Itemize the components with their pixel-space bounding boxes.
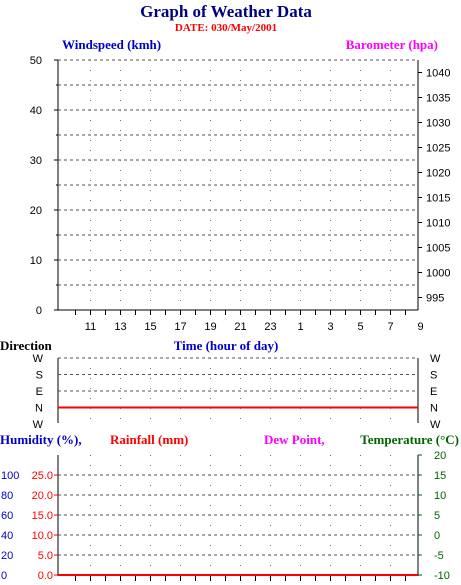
barometer-tick-label: 1005 [426, 243, 450, 255]
humidity-tick-label: 0 [1, 570, 7, 582]
temperature-tick-label: 5 [434, 510, 440, 522]
temperature-tick-label: -5 [434, 550, 444, 562]
humidity-tick-label: 80 [1, 490, 13, 502]
barometer-tick-label: 1010 [426, 218, 450, 230]
temperature-axis-label: Temperature (°C) [360, 432, 459, 447]
time-tick-label: 11 [85, 321, 96, 333]
time-tick-label: 3 [327, 321, 333, 333]
windspeed-tick-label: 30 [30, 155, 42, 167]
direction-left-tick-label: W [33, 419, 44, 431]
direction-left-tick-label: W [33, 353, 44, 365]
barometer-tick-label: 1015 [426, 193, 450, 205]
barometer-tick-label: 1030 [426, 118, 450, 130]
rainfall-axis-label: Rainfall (mm) [110, 432, 188, 447]
windspeed-tick-label: 0 [36, 305, 42, 317]
direction-ticks: W WS SE EN NW W [33, 353, 441, 431]
barometer-tick-label: 1000 [426, 268, 450, 280]
humidity-ticks: 100 80 60 40 20 0 [1, 470, 19, 582]
time-tick-label: 23 [264, 321, 276, 333]
humidity-tick-label: 20 [1, 550, 13, 562]
time-tick-label: 21 [234, 321, 246, 333]
temperature-ticks: 20 15 10 5 0 -5 -10 [418, 450, 450, 582]
windspeed-tick-label: 20 [30, 205, 42, 217]
barometer-axis-label: Barometer (hpa) [346, 37, 438, 52]
direction-right-tick-label: N [430, 403, 438, 415]
barometer-tick-label: 995 [426, 293, 444, 305]
rainfall-ticks: 25.0 20.0 15.0 10.0 5.0 0.0 [32, 470, 58, 582]
rainfall-tick-label: 20.0 [32, 490, 53, 502]
time-tick-label: 19 [204, 321, 216, 333]
time-tick-label: 1 [297, 321, 303, 333]
direction-grid [58, 357, 418, 424]
temperature-tick-label: -10 [434, 570, 450, 582]
dewpoint-axis-label: Dew Point, [264, 432, 325, 447]
time-tick-label: 17 [174, 321, 186, 333]
hum-rain-grid [58, 455, 418, 575]
rainfall-tick-label: 15.0 [32, 510, 53, 522]
barometer-tick-label: 1025 [426, 143, 450, 155]
temperature-tick-label: 20 [434, 450, 446, 462]
time-axis-label: Time (hour of day) [174, 338, 279, 353]
direction-axis-label: Direction [0, 338, 53, 353]
barometer-tick-label: 1040 [426, 68, 450, 80]
windspeed-tick-label: 40 [30, 105, 42, 117]
direction-left-tick-label: E [36, 386, 43, 398]
windspeed-axis-label: Windspeed (kmh) [62, 37, 161, 52]
humidity-tick-label: 60 [1, 510, 13, 522]
time-tick-label: 15 [144, 321, 156, 333]
time-tick-label: 5 [357, 321, 363, 333]
temperature-tick-label: 0 [434, 530, 440, 542]
windspeed-tick-label: 50 [30, 55, 42, 67]
date-label: DATE: 030/May/2001 [175, 22, 277, 34]
time-tick-label: 9 [417, 321, 423, 333]
direction-right-tick-label: W [430, 353, 441, 365]
rainfall-tick-label: 10.0 [32, 530, 53, 542]
direction-left-tick-label: S [36, 370, 43, 382]
humidity-tick-label: 100 [1, 470, 19, 482]
barometer-ticks: 1040 1035 1030 1025 1020 1015 1010 1005 1000 995 [418, 68, 450, 305]
humidity-tick-label: 40 [1, 530, 13, 542]
time-tick-label: 7 [387, 321, 393, 333]
windspeed-tick-label: 10 [30, 255, 42, 267]
rainfall-tick-label: 5.0 [38, 550, 53, 562]
time-ticks: 11 13 15 17 19 21 23 1 3 5 7 9 [75, 310, 424, 333]
windspeed-ticks: 50 40 30 20 10 0 [30, 55, 58, 317]
direction-right-tick-label: E [430, 386, 437, 398]
wind-horizontal-grid [58, 59, 418, 286]
direction-right-tick-label: W [430, 419, 441, 431]
barometer-tick-label: 1020 [426, 168, 450, 180]
time-tick-label: 13 [114, 321, 126, 333]
temperature-tick-label: 10 [434, 490, 446, 502]
direction-right-tick-label: S [430, 370, 437, 382]
rainfall-tick-label: 0.0 [38, 570, 53, 582]
humidity-axis-label: Humidity (%), [0, 432, 82, 447]
rainfall-tick-label: 25.0 [32, 470, 53, 482]
graph-title: Graph of Weather Data [140, 2, 312, 21]
direction-left-tick-label: N [35, 403, 43, 415]
temperature-tick-label: 15 [434, 470, 446, 482]
barometer-tick-label: 1035 [426, 93, 450, 105]
